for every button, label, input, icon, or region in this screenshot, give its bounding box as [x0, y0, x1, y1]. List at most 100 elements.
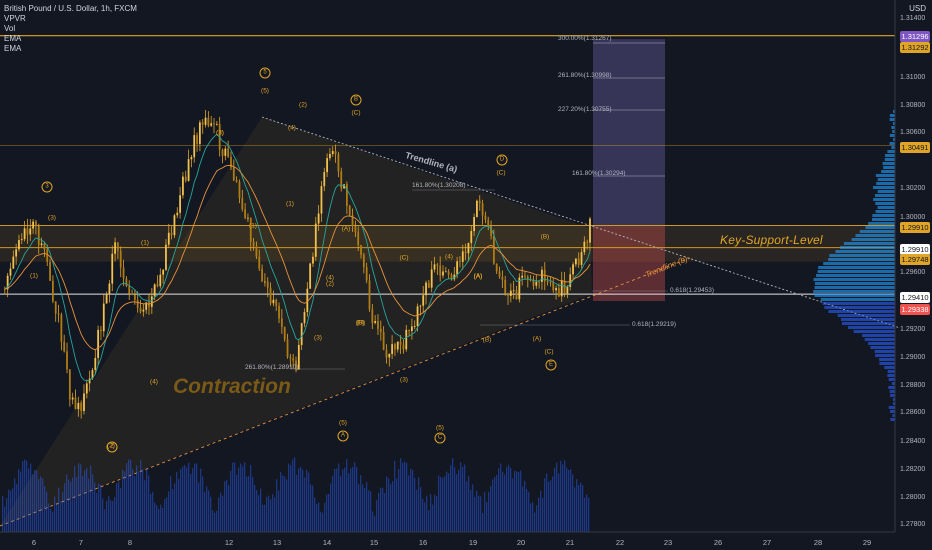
volume-bar: [382, 488, 383, 532]
volume-bar: [446, 472, 447, 532]
contraction-label: Contraction: [173, 375, 291, 399]
volume-bar: [482, 513, 483, 532]
candle-body: [323, 172, 325, 186]
indicator-vpvr[interactable]: VPVR: [4, 14, 137, 24]
candle-body: [239, 182, 241, 198]
volume-bar: [318, 503, 319, 532]
candle-body: [301, 323, 303, 345]
volume-profile-bar: [875, 202, 895, 205]
volume-profile-bar: [885, 154, 895, 157]
volume-profile-bar: [873, 198, 895, 201]
volume-bar: [74, 466, 75, 532]
volume-bar: [4, 507, 5, 532]
volume-bar: [194, 463, 195, 532]
wave-label: (B): [541, 234, 550, 241]
date-tick-label: 8: [128, 538, 132, 547]
indicator-ema-2[interactable]: EMA: [4, 44, 137, 54]
candle-body: [176, 213, 178, 216]
candle-body: [182, 177, 184, 196]
volume-profile-bar: [875, 350, 895, 353]
volume-bar: [120, 488, 121, 532]
candle-body: [419, 306, 421, 307]
volume-bar: [196, 464, 197, 532]
axis-currency[interactable]: USD: [909, 4, 926, 13]
candle-body: [583, 242, 585, 253]
candle-body: [100, 330, 102, 331]
volume-profile-bar: [890, 394, 895, 397]
volume-bar: [316, 504, 317, 532]
volume-profile-bar: [883, 166, 895, 169]
volume-bar: [488, 492, 489, 532]
candle-body: [434, 264, 436, 269]
candle-body: [411, 326, 413, 331]
date-tick-label: 19: [469, 538, 477, 547]
volume-bar: [126, 463, 127, 532]
wave-label: (2): [299, 102, 307, 109]
candle-body: [445, 271, 447, 272]
volume-bar: [132, 469, 133, 532]
volume-bar: [244, 462, 245, 532]
candle-body: [459, 261, 461, 262]
volume-bar: [158, 509, 159, 532]
volume-profile-bar: [828, 310, 895, 313]
candle-body: [318, 214, 320, 224]
indicator-vol[interactable]: Vol: [4, 24, 137, 34]
candle-body: [32, 222, 34, 229]
candle-body: [44, 243, 46, 249]
candle-body: [236, 180, 238, 182]
volume-bar: [464, 464, 465, 532]
candle-body: [258, 257, 260, 269]
volume-profile-bar: [862, 334, 895, 337]
volume-profile-bar: [852, 238, 895, 241]
volume-profile-bar: [887, 150, 895, 153]
volume-bar: [344, 468, 345, 532]
volume-bar: [222, 496, 223, 532]
volume-bar: [88, 479, 89, 532]
volume-bar: [284, 476, 285, 532]
volume-bar: [78, 463, 79, 532]
volume-bar: [544, 478, 545, 532]
volume-profile-bar: [868, 342, 895, 345]
candle-body: [425, 283, 427, 296]
volume-bar: [578, 485, 579, 532]
volume-bar: [66, 474, 67, 532]
volume-bar: [48, 503, 49, 532]
candle-body: [18, 240, 20, 249]
volume-bar: [80, 464, 81, 532]
volume-profile-bar: [878, 178, 895, 181]
candle-body: [374, 321, 376, 323]
volume-bar: [348, 473, 349, 532]
candle-body: [516, 290, 518, 299]
volume-bar: [224, 481, 225, 532]
candle-body: [80, 403, 82, 411]
volume-profile-bar: [829, 254, 895, 257]
candle-body: [24, 228, 26, 239]
indicator-ema-1[interactable]: EMA: [4, 34, 137, 44]
volume-bar: [182, 467, 183, 532]
candle-body: [12, 257, 14, 269]
volume-bar: [338, 464, 339, 532]
volume-bar: [574, 487, 575, 532]
price-tick-label: 1.28000: [900, 494, 925, 501]
candle-body: [391, 344, 393, 354]
volume-bar: [56, 503, 57, 532]
volume-bar: [166, 497, 167, 532]
volume-bar: [392, 481, 393, 532]
candle-body: [442, 272, 444, 276]
candle-body: [578, 258, 580, 264]
volume-bar: [68, 480, 69, 532]
volume-bar: [586, 494, 587, 532]
candle-body: [417, 306, 419, 326]
wave-label: (C): [496, 170, 505, 177]
volume-bar: [300, 467, 301, 532]
symbol-title[interactable]: British Pound / U.S. Dollar, 1h, FXCM: [4, 4, 137, 14]
price-tag-key-bottom: 1.29748: [900, 254, 930, 265]
candle-body: [60, 315, 62, 342]
volume-bar: [262, 505, 263, 532]
candle-body: [354, 226, 356, 232]
volume-bar: [226, 480, 227, 532]
volume-bar: [176, 472, 177, 532]
volume-bar: [142, 469, 143, 532]
volume-bar: [506, 467, 507, 532]
